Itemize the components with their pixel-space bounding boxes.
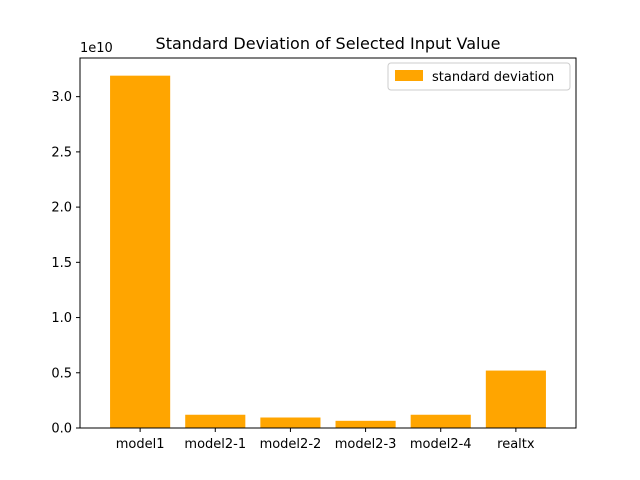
plot-area-frame bbox=[79, 57, 577, 429]
legend-swatch bbox=[395, 70, 423, 81]
x-tick-label: model2-1 bbox=[184, 437, 246, 452]
bar-model1 bbox=[110, 75, 171, 429]
y-tick-label: 3.0 bbox=[51, 90, 72, 105]
chart-title: Standard Deviation of Selected Input Val… bbox=[156, 34, 501, 53]
bar-model2-3 bbox=[335, 420, 396, 428]
y-axis-ticks: 0.0 0.5 1.0 1.5 2.0 2.5 3.0 bbox=[51, 90, 80, 437]
bar-model2-4 bbox=[410, 414, 471, 428]
x-tick-label: realtx bbox=[497, 437, 535, 452]
y-tick-label: 2.5 bbox=[51, 145, 72, 160]
bars-group bbox=[110, 75, 546, 429]
bar-model2-1 bbox=[185, 414, 246, 428]
y-tick-label: 0.0 bbox=[51, 422, 72, 437]
x-tick-label: model2-3 bbox=[335, 437, 397, 452]
y-tick-label: 1.0 bbox=[51, 311, 72, 326]
x-axis-ticks: model1 model2-1 model2-2 model2-3 model2-4 re… bbox=[116, 428, 535, 452]
x-tick-label: model1 bbox=[116, 437, 165, 452]
y-tick-label: 1.5 bbox=[51, 256, 72, 271]
x-tick-label: model2-2 bbox=[260, 437, 322, 452]
y-axis-offset-label: 1e10 bbox=[80, 41, 113, 56]
legend: standard deviation bbox=[387, 62, 571, 91]
bar-model2-2 bbox=[260, 417, 321, 428]
bar-realtx bbox=[485, 370, 546, 428]
y-tick-label: 0.5 bbox=[51, 366, 72, 381]
legend-box bbox=[387, 62, 571, 91]
y-tick-label: 2.0 bbox=[51, 201, 72, 216]
x-tick-label: model2-4 bbox=[410, 437, 472, 452]
legend-label: standard deviation bbox=[432, 70, 554, 85]
